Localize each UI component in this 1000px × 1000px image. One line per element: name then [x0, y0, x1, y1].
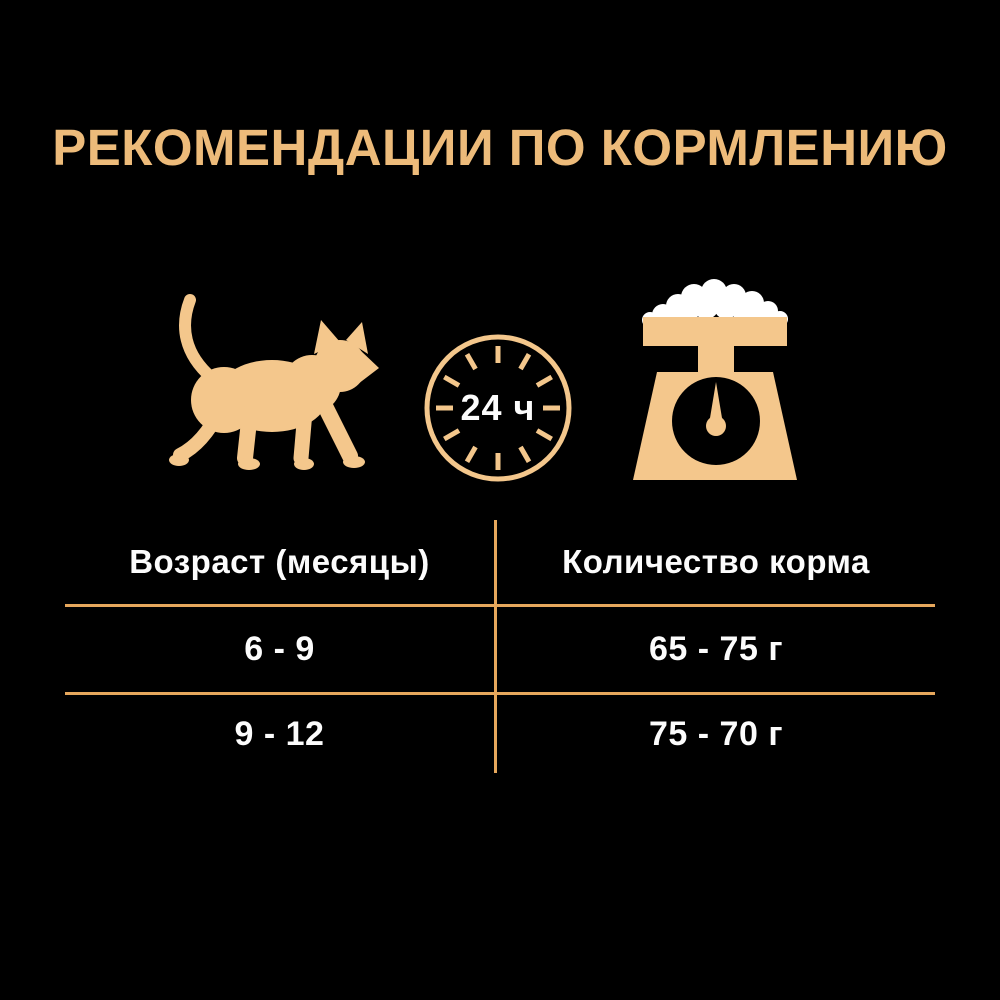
page-title: РЕКОМЕНДАЦИИ ПО КОРМЛЕНИЮ [52, 119, 948, 176]
column-header-age: Возраст (месяцы) [129, 543, 430, 580]
table-cell-age-row1: 6 - 9 [244, 630, 315, 668]
table-vertical-divider [494, 520, 497, 773]
clock-label: 24 ч [460, 387, 536, 428]
table-cell-amount-row2: 75 - 70 г [649, 714, 783, 753]
feeding-table: Возраст (месяцы) Количество корма 6 - 9 … [65, 520, 935, 773]
scale-needle-icon [706, 382, 726, 436]
cat-icon [169, 294, 379, 470]
table-horizontal-divider [65, 692, 935, 695]
clock-24h-icon: 24 ч [422, 332, 574, 484]
table-cell-amount-row1: 65 - 75 г [649, 630, 783, 668]
column-header-amount: Количество корма [562, 543, 870, 580]
clock-face-icon [424, 334, 572, 482]
table-horizontal-divider [65, 604, 935, 607]
table-cell-age-row2: 9 - 12 [234, 714, 325, 753]
scale-icon [633, 279, 797, 480]
